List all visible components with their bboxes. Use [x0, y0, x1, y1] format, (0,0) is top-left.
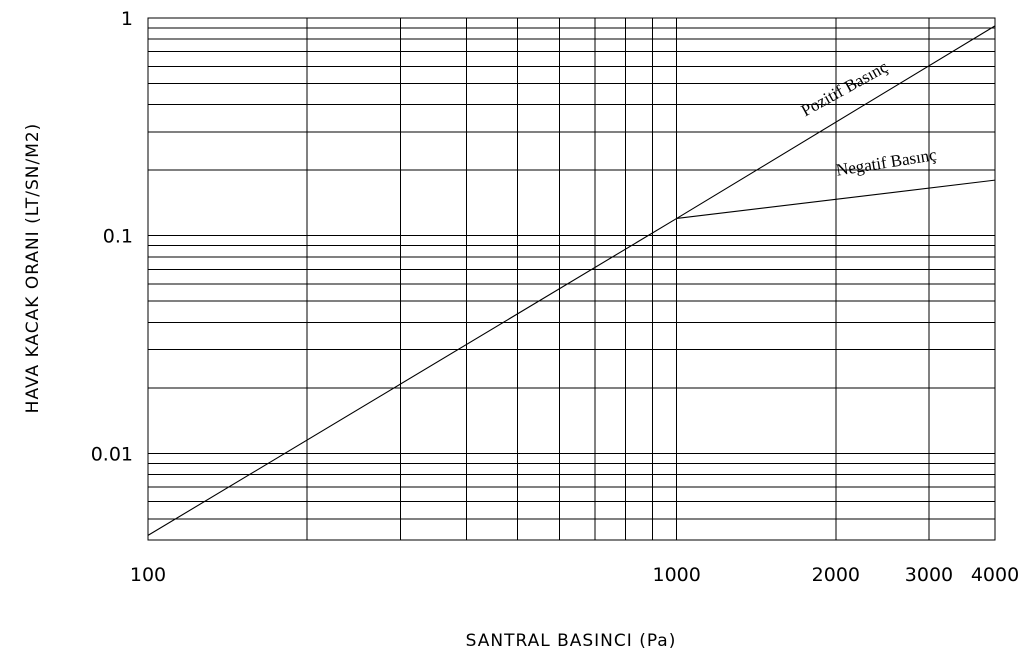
- series-line-1: [676, 179, 996, 219]
- x-tick-label: 3000: [905, 564, 953, 586]
- series-line-0: [147, 25, 996, 536]
- grid: [147, 17, 996, 541]
- annotation-negatif: Negatif Basınç: [835, 145, 939, 180]
- y-tick-label: 1: [121, 8, 133, 30]
- x-tick-label: 4000: [971, 564, 1019, 586]
- plot-frame: [147, 17, 996, 541]
- y-tick-label: 0.01: [91, 443, 133, 465]
- series-layer: [147, 25, 996, 536]
- x-tick-label: 1000: [653, 564, 701, 586]
- x-tick-label: 2000: [812, 564, 860, 586]
- y-tick-label: 0.1: [103, 226, 133, 248]
- x-tick-label: 100: [130, 564, 166, 586]
- x-axis-label: SANTRAL BASINCI (Pa): [466, 631, 677, 651]
- y-axis-label: HAVA KACAK ORANI (LT/SN/M2): [23, 123, 43, 414]
